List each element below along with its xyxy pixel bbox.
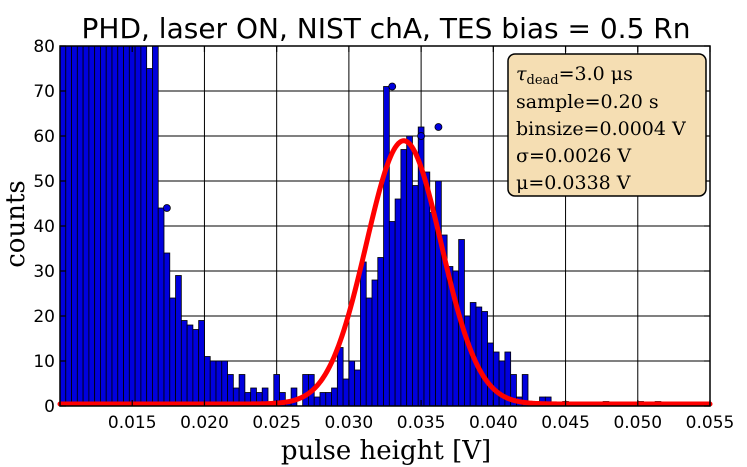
histogram-bar — [302, 374, 309, 407]
x-tick-label: 0.015 — [108, 413, 157, 433]
histogram-bar — [117, 45, 124, 407]
x-axis-ticks: 0.015 0.020 0.025 0.030 0.035 0.040 0.045 0.050… — [108, 46, 734, 433]
histogram-bar — [76, 45, 84, 407]
histogram-bar — [429, 212, 436, 407]
fit-info-box: τdead=3.0 μs sample=0.20 s binsize=0.000… — [507, 53, 707, 197]
histogram-bar — [371, 279, 379, 407]
histogram-bar — [111, 45, 119, 407]
y-tick-label: 30 — [33, 262, 55, 282]
info-sample: sample=0.20 s — [516, 91, 659, 113]
x-tick-label: 0.025 — [252, 413, 301, 433]
histogram-bar — [475, 306, 483, 407]
info-box-background — [507, 53, 707, 197]
bar-marker — [434, 123, 443, 131]
histogram-bar — [487, 342, 494, 407]
histogram-bar — [377, 257, 384, 407]
histogram-bar — [394, 198, 402, 407]
y-tick-label: 0 — [44, 397, 55, 417]
y-tick-label: 60 — [33, 127, 55, 147]
histogram-bar — [175, 275, 182, 407]
gaussian-fit-curve — [57, 138, 713, 407]
x-axis-label: pulse height [V] — [281, 436, 491, 466]
histogram-bar — [313, 396, 321, 407]
x-tick-label: 0.030 — [325, 413, 374, 433]
histogram-bar — [412, 185, 419, 407]
histogram-bar — [406, 135, 413, 407]
histogram-bar — [186, 324, 194, 407]
histogram-bar — [319, 392, 327, 407]
histogram-bar — [325, 392, 332, 407]
histogram-bar — [94, 45, 101, 407]
x-tick-label: 0.035 — [397, 413, 446, 433]
info-dead-time: τdead=3.0 μs — [516, 63, 633, 88]
histogram-bar — [123, 45, 130, 407]
chart-title: PHD, laser ON, NIST chA, TES bias = 0.5 … — [82, 12, 691, 45]
histogram-bar — [169, 297, 176, 407]
histogram-bar — [400, 149, 408, 407]
histogram-bar — [65, 45, 72, 407]
histogram-bar — [82, 45, 90, 407]
info-binsize: binsize=0.0004 V — [516, 118, 686, 140]
x-tick-label: 0.040 — [469, 413, 518, 433]
histogram-bar — [342, 378, 350, 407]
histogram-bar — [331, 387, 338, 407]
histogram-bar — [146, 68, 153, 407]
y-tick-label: 80 — [33, 37, 55, 57]
info-mu: μ=0.0338 V — [516, 172, 631, 194]
histogram-bar — [365, 297, 373, 407]
info-tau-value: =3.0 μs — [559, 63, 633, 85]
histogram-bar — [348, 360, 356, 407]
histogram-bar — [204, 356, 211, 407]
histogram-bar — [71, 45, 78, 407]
histogram-bar — [354, 369, 361, 407]
info-tau-symbol: τ — [516, 63, 527, 85]
histogram-bar — [360, 261, 367, 407]
y-tick-label: 20 — [33, 307, 55, 327]
bar-marker — [417, 132, 426, 140]
bar-marker — [388, 82, 397, 91]
y-tick-label: 10 — [33, 352, 55, 372]
y-tick-label: 70 — [33, 82, 55, 102]
histogram-bar — [198, 320, 205, 407]
histogram-bar — [383, 86, 390, 407]
x-tick-label: 0.050 — [613, 413, 662, 433]
histogram-bar — [105, 45, 113, 407]
histogram-bar — [215, 360, 223, 407]
histogram-bar — [163, 252, 171, 407]
histogram-bar — [180, 320, 188, 407]
y-tick-label: 50 — [33, 172, 55, 192]
x-tick-label: 0.055 — [686, 413, 735, 433]
histogram-bar — [227, 374, 234, 407]
histogram-bar — [423, 171, 431, 407]
histogram-bar — [238, 374, 246, 407]
histogram-bar — [481, 311, 488, 407]
histogram-bar — [221, 360, 228, 407]
histogram-bar — [128, 45, 136, 407]
histogram-bar — [100, 45, 107, 407]
histogram-bar — [152, 45, 159, 407]
histogram-bar — [140, 45, 148, 407]
histogram-bar — [209, 360, 217, 407]
histogram-bar — [88, 45, 96, 407]
y-axis-ticks: 0 10 20 30 40 50 60 70 80 — [33, 37, 710, 417]
histogram-bar — [492, 351, 500, 407]
x-tick-label: 0.020 — [180, 413, 229, 433]
y-tick-label: 40 — [33, 217, 55, 237]
bar-marker — [162, 204, 171, 212]
histogram-bar — [388, 221, 396, 407]
histogram-bar — [336, 347, 344, 407]
info-sigma: σ=0.0026 V — [516, 145, 631, 167]
histogram-bar — [157, 207, 165, 407]
overflow-markers — [162, 82, 443, 212]
histogram-bar — [192, 329, 200, 407]
x-tick-label: 0.045 — [541, 413, 590, 433]
y-axis-label: counts — [1, 180, 31, 268]
info-tau-subscript: dead — [527, 73, 559, 88]
histogram-bar — [134, 45, 142, 407]
